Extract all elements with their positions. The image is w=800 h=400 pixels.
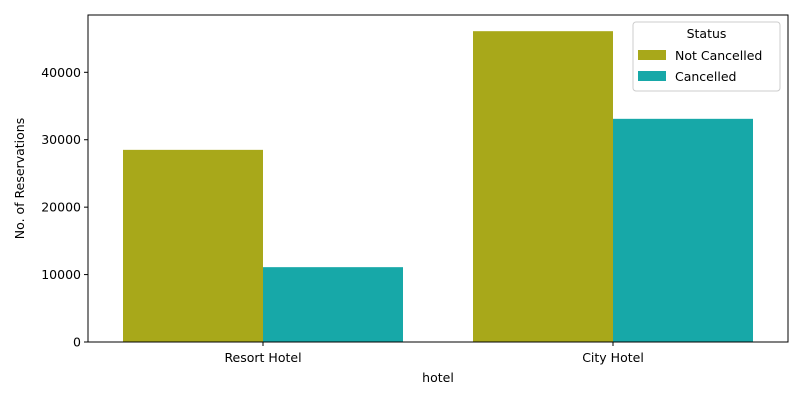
x-tick-label: City Hotel [582,350,644,365]
y-axis-label: No. of Reservations [12,118,27,239]
y-tick-label: 20000 [41,200,81,215]
y-tick-label: 10000 [41,267,81,282]
legend-swatch-not-cancelled [638,50,666,60]
legend-swatch-cancelled [638,71,666,81]
legend-label-cancelled: Cancelled [675,69,736,84]
x-axis: Resort Hotel City Hotel [224,342,644,365]
bar-resort-hotel-not-cancelled [123,149,263,342]
bar-city-hotel-cancelled [613,118,753,342]
y-tick-label: 40000 [41,65,81,80]
y-tick-label: 0 [73,335,81,350]
y-tick-label: 30000 [41,132,81,147]
legend: Status Not Cancelled Cancelled [632,21,781,92]
y-axis: 0 10000 20000 30000 40000 [41,65,88,350]
x-axis-label: hotel [422,370,454,385]
bars-group [123,31,753,342]
legend-label-not-cancelled: Not Cancelled [675,48,762,63]
x-tick-label: Resort Hotel [224,350,301,365]
legend-box [632,21,781,92]
bar-city-hotel-not-cancelled [473,31,613,342]
plot-frame [87,14,789,343]
legend-title: Status [687,26,727,41]
legend-entries: Not Cancelled Cancelled [638,48,762,84]
bar-resort-hotel-cancelled [263,267,403,342]
